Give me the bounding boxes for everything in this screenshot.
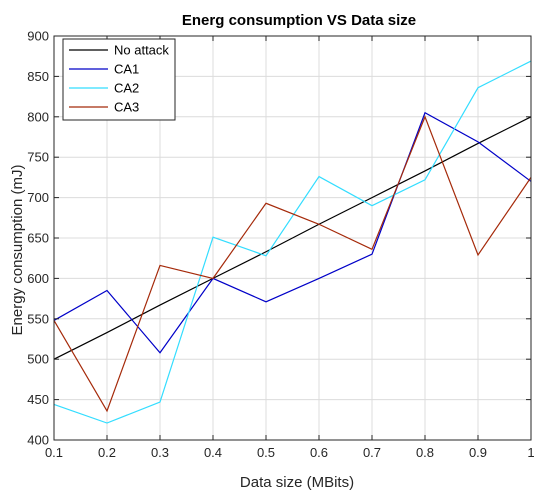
- y-tick-label: 850: [27, 69, 49, 84]
- x-tick-label: 0.2: [98, 445, 116, 460]
- y-tick-label: 800: [27, 109, 49, 124]
- series-line-ca3: [53, 115, 532, 413]
- series-line-ca2: [53, 60, 532, 424]
- plot-area-border: [53, 35, 532, 441]
- x-tick-label: 0.8: [416, 445, 434, 460]
- x-axis-title: Data size (MBits): [240, 474, 354, 491]
- y-tick-label: 400: [27, 433, 49, 448]
- legend-label-ca3: CA3: [114, 100, 139, 115]
- y-tick-label: 600: [27, 271, 49, 286]
- y-tick-label: 900: [27, 29, 49, 44]
- series-line-ca1: [53, 111, 532, 354]
- y-tick-label: 650: [27, 231, 49, 246]
- x-tick-label: 0.5: [257, 445, 275, 460]
- series-line-no-attack: [53, 116, 532, 360]
- y-tick-label: 550: [27, 311, 49, 326]
- x-tick-label: 1: [527, 445, 534, 460]
- x-tick-label: 0.4: [204, 445, 222, 460]
- legend-items: No attack CA1 CA2 CA3: [69, 43, 169, 115]
- x-tick-label: 0.7: [363, 445, 381, 460]
- y-tick-label: 500: [27, 352, 49, 367]
- legend-label-ca1: CA1: [114, 62, 139, 77]
- x-tick-labels: 0.1 0.2 0.3 0.4 0.5 0.6 0.7 0.8 0.9 1: [45, 445, 535, 460]
- x-tick-label: 0.6: [310, 445, 328, 460]
- y-axis-title: Energy consumption (mJ): [9, 165, 26, 336]
- y-tick-label: 450: [27, 392, 49, 407]
- chart-title: Energ consumption VS Data size: [182, 12, 416, 29]
- x-tick-label: 0.9: [469, 445, 487, 460]
- y-tick-label: 750: [27, 150, 49, 165]
- legend: No attack CA1 CA2 CA3: [62, 38, 176, 121]
- axes: [53, 35, 532, 441]
- x-tick-label: 0.3: [151, 445, 169, 460]
- legend-label-no-attack: No attack: [114, 43, 169, 58]
- legend-label-ca2: CA2: [114, 81, 139, 96]
- x-tick-label: 0.1: [45, 445, 63, 460]
- y-tick-label: 700: [27, 190, 49, 205]
- series-lines: [53, 60, 532, 424]
- y-tick-labels: 400 450 500 550 600 650 700 750 800 850 900: [27, 29, 49, 448]
